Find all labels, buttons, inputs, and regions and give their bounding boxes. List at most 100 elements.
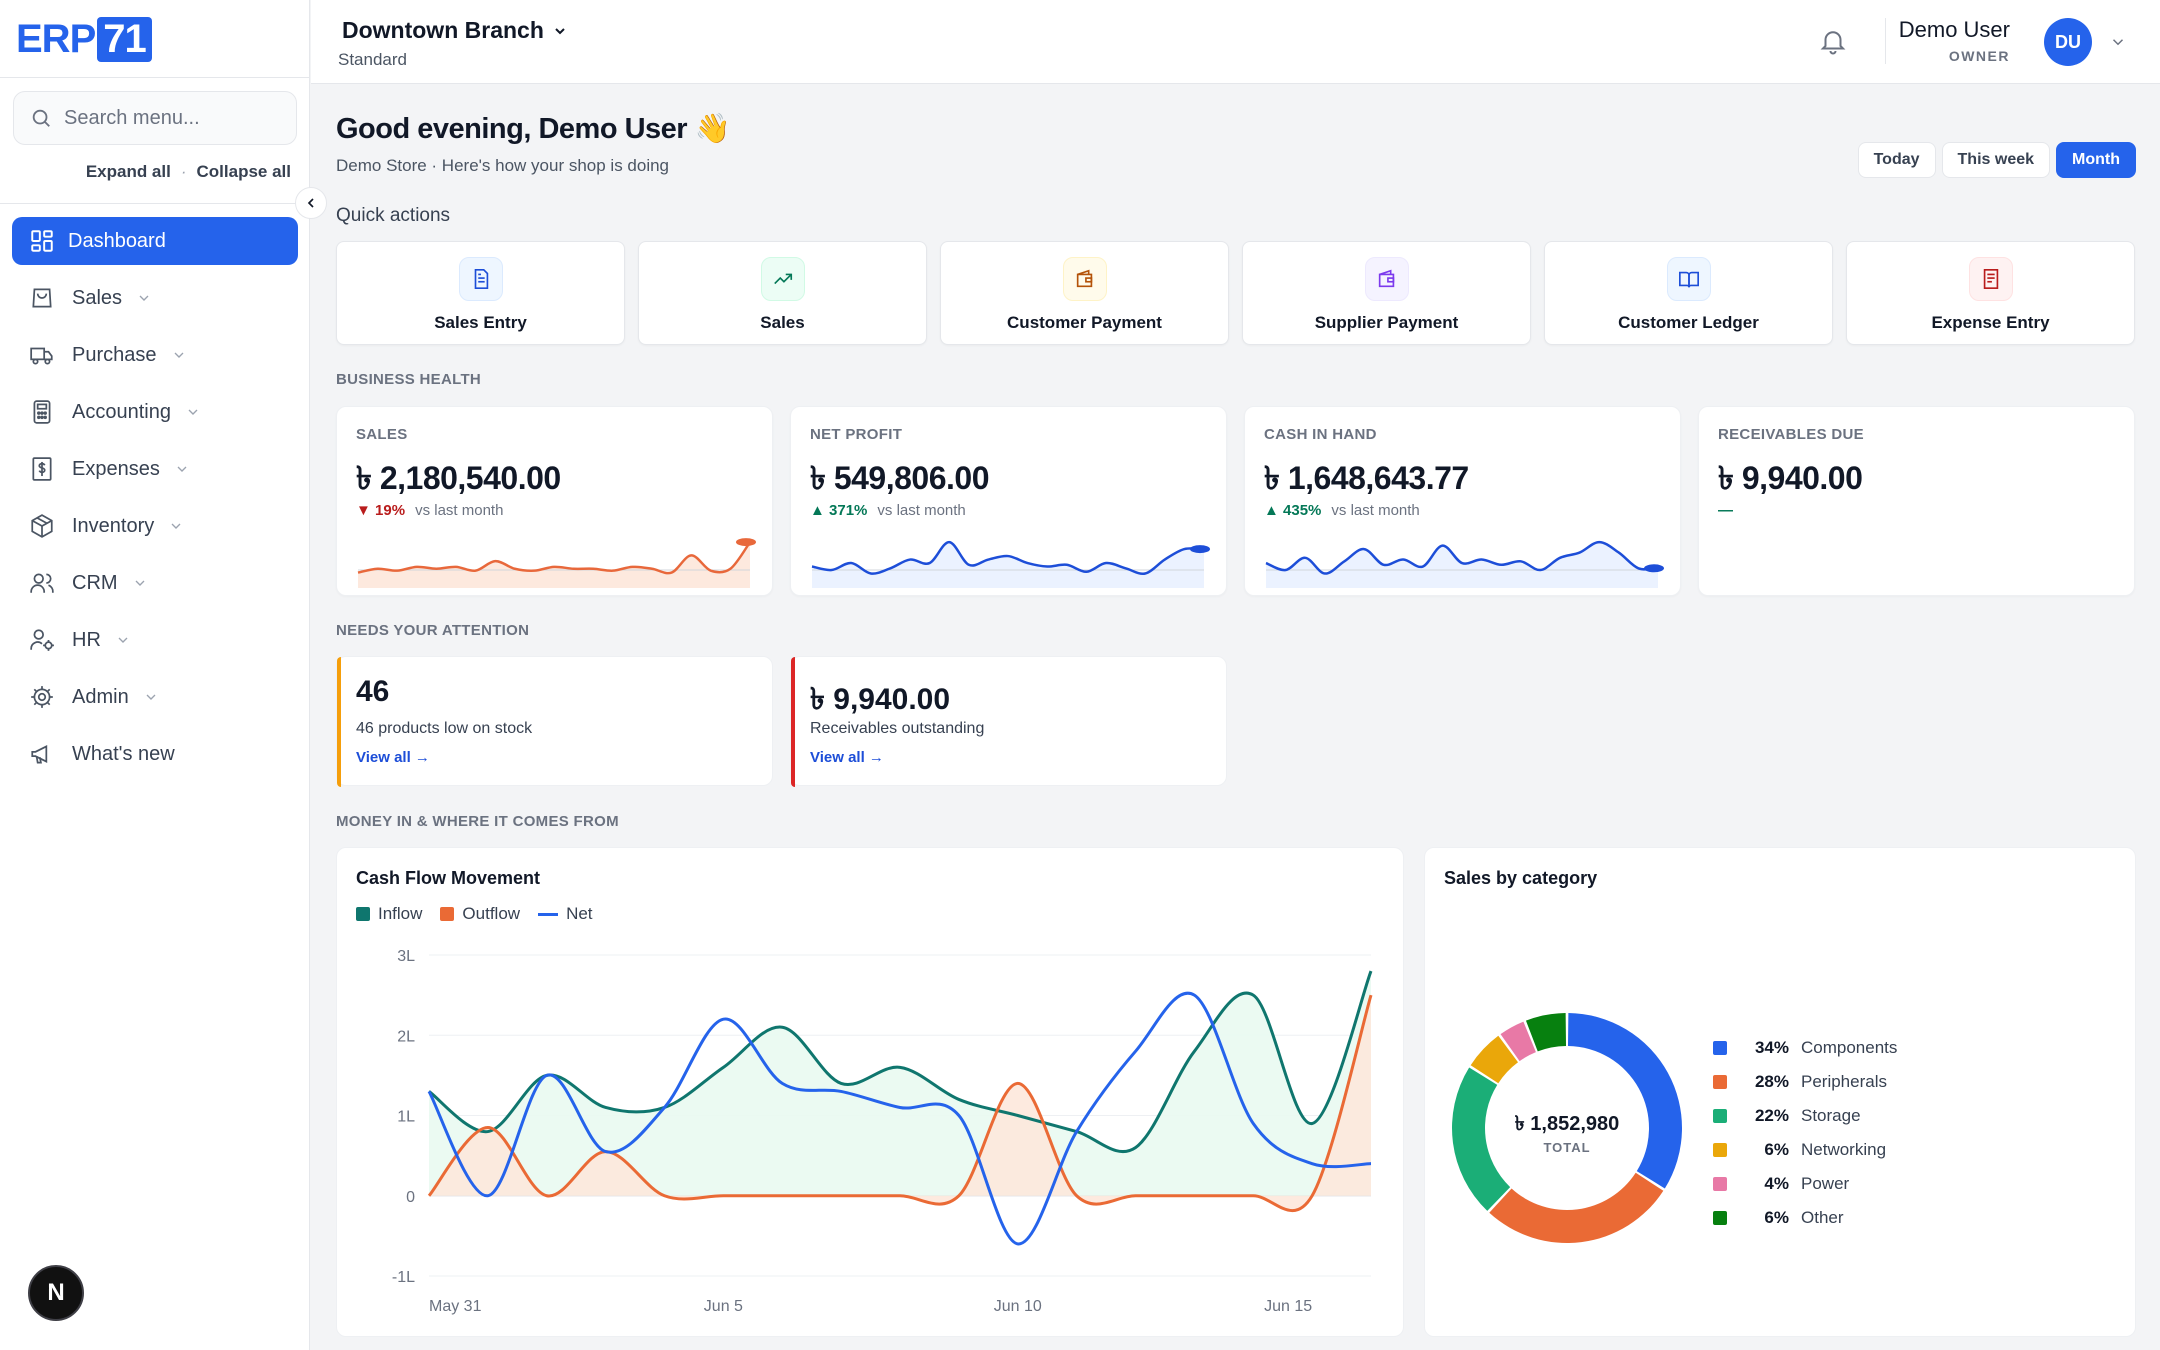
- category-legend-item[interactable]: 22% Storage: [1713, 1099, 1897, 1133]
- sidebar-item-hr[interactable]: HR: [12, 616, 298, 664]
- kpi-cards: SALES ৳ 2,180,540.00 ▼ 19% vs last month…: [336, 406, 2136, 596]
- legend-swatch: [1713, 1211, 1727, 1225]
- megaphone-icon: [28, 740, 56, 768]
- view-all-link[interactable]: View all →: [356, 749, 430, 766]
- kpi-card-receivables[interactable]: RECEIVABLES DUE ৳ 9,940.00 —: [1698, 406, 2135, 596]
- donut-slice-components: [1567, 1013, 1682, 1189]
- search-box[interactable]: [13, 91, 297, 145]
- range-today-button[interactable]: Today: [1857, 142, 1936, 178]
- category-legend-item[interactable]: 34% Components: [1713, 1031, 1897, 1065]
- sidebar-item-dashboard[interactable]: Dashboard: [12, 217, 298, 265]
- chevron-down-icon: [185, 404, 201, 420]
- sidebar-item-crm[interactable]: CRM: [12, 559, 298, 607]
- legend-item-net[interactable]: Net: [538, 904, 593, 924]
- kpi-delta-pct: ▲ 371%: [810, 502, 867, 519]
- dev-badge[interactable]: N: [28, 1265, 84, 1321]
- view-all-link[interactable]: View all →: [810, 749, 884, 766]
- category-legend-item[interactable]: 4% Power: [1713, 1167, 1897, 1201]
- app-logo[interactable]: ERP 71: [16, 16, 152, 62]
- notifications-button[interactable]: [1818, 26, 1848, 61]
- chart-legend: Inflow Outflow Net: [356, 904, 593, 924]
- quick-action-expense-entry[interactable]: Expense Entry: [1846, 241, 2135, 345]
- legend-item-outflow[interactable]: Outflow: [440, 904, 520, 924]
- page-subtitle: Demo Store · Here's how your shop is doi…: [336, 156, 670, 175]
- collapse-sidebar-button[interactable]: [295, 187, 327, 219]
- sparkline-line: [357, 541, 752, 575]
- kpi-delta: ▲ 435% vs last month: [1264, 502, 1420, 519]
- wallet-icon: [1062, 257, 1107, 301]
- legend-item-inflow[interactable]: Inflow: [356, 904, 422, 924]
- legend-label: Power: [1801, 1174, 1850, 1193]
- calculator-icon: [28, 398, 56, 426]
- wallet-icon: [1364, 257, 1409, 301]
- user-menu-chevron[interactable]: [2109, 33, 2127, 56]
- chevron-down-icon: [143, 689, 159, 705]
- sidebar-item-admin[interactable]: Admin: [12, 673, 298, 721]
- card-title: Cash Flow Movement: [356, 868, 541, 888]
- kpi-card-sales[interactable]: SALES ৳ 2,180,540.00 ▼ 19% vs last month: [336, 406, 773, 596]
- attention-card-low-stock[interactable]: 46 46 products low on stock View all →: [336, 656, 773, 787]
- legend-label: Outflow: [462, 904, 521, 923]
- legend-swatch: [1713, 1075, 1727, 1089]
- quick-action-customer-payment[interactable]: Customer Payment: [940, 241, 1229, 345]
- sparkline-area: [358, 542, 750, 588]
- sidebar-item-inventory[interactable]: Inventory: [12, 502, 298, 550]
- legend-swatch: [1713, 1177, 1727, 1191]
- kpi-card-cash-in-hand[interactable]: CASH IN HAND ৳ 1,648,643.77 ▲ 435% vs la…: [1244, 406, 1681, 596]
- collapse-all-button[interactable]: Collapse all: [196, 162, 291, 181]
- divider: [1885, 18, 1886, 64]
- search-icon: [32, 109, 50, 127]
- category-legend-item[interactable]: 6% Other: [1713, 1201, 1897, 1235]
- avatar[interactable]: DU: [2044, 18, 2092, 66]
- legend-label: Networking: [1801, 1140, 1887, 1159]
- sidebar-item-label: Dashboard: [68, 229, 166, 252]
- sidebar-item-label: Inventory: [72, 514, 155, 537]
- dashboard-icon: [28, 227, 56, 255]
- user-role: OWNER: [1948, 48, 2010, 64]
- sparkline-end-dot: [1644, 564, 1664, 573]
- dollar-receipt-icon: [28, 455, 56, 483]
- receipt-icon: [1968, 257, 2013, 301]
- donut-total-label: TOTAL: [1543, 1140, 1590, 1155]
- category-legend-item[interactable]: 28% Peripherals: [1713, 1065, 1897, 1099]
- donut-total-value: ৳ 1,852,980: [1515, 1113, 1620, 1135]
- kpi-card-net-profit[interactable]: NET PROFIT ৳ 549,806.00 ▲ 371% vs last m…: [790, 406, 1227, 596]
- category-legend-item[interactable]: 6% Networking: [1713, 1133, 1897, 1167]
- attention-value: ৳ 9,940.00: [810, 683, 951, 716]
- cash-sparkline: [1265, 540, 1664, 588]
- kpi-delta: ▲ 371% vs last month: [810, 502, 966, 519]
- triangle-down-icon: ▼: [356, 502, 371, 519]
- search-input[interactable]: [64, 106, 284, 130]
- users-icon: [28, 569, 56, 597]
- sidebar-item-expenses[interactable]: Expenses: [12, 445, 298, 493]
- range-month-button[interactable]: Month: [2056, 142, 2136, 178]
- user-info[interactable]: Demo User OWNER: [1899, 17, 2010, 64]
- branch-name: Downtown Branch: [342, 17, 568, 44]
- quick-action-sales[interactable]: Sales: [638, 241, 927, 345]
- chevron-down-icon: [555, 27, 565, 34]
- kpi-label: NET PROFIT: [810, 426, 903, 443]
- quick-action-label: Expense Entry: [1931, 313, 2050, 332]
- quick-action-sales-entry[interactable]: Sales Entry: [336, 241, 625, 345]
- kpi-label: SALES: [356, 426, 408, 443]
- quick-action-customer-ledger[interactable]: Customer Ledger: [1544, 241, 1833, 345]
- range-week-button[interactable]: This week: [1941, 142, 2051, 178]
- legend-pct: 28%: [1754, 1072, 1789, 1091]
- quick-action-supplier-payment[interactable]: Supplier Payment: [1242, 241, 1531, 345]
- sidebar-item-accounting[interactable]: Accounting: [12, 388, 298, 436]
- series-area-outflow: [429, 995, 1371, 1211]
- branch-selector[interactable]: Downtown Branch Standard: [338, 17, 568, 70]
- legend-label: Peripherals: [1801, 1072, 1887, 1091]
- triangle-up-icon: ▲: [1264, 502, 1279, 519]
- legend-label: Storage: [1801, 1106, 1861, 1125]
- attention-card-receivables[interactable]: ৳ 9,940.00 Receivables outstanding View …: [790, 656, 1227, 787]
- expand-all-button[interactable]: Expand all: [85, 162, 171, 181]
- series-area-inflow: [429, 971, 1371, 1196]
- sidebar-item-purchase[interactable]: Purchase: [12, 331, 298, 379]
- sidebar-item-whats-new[interactable]: What's new: [12, 730, 298, 778]
- sidebar-item-sales[interactable]: Sales: [12, 274, 298, 322]
- kpi-delta-vs: vs last month: [415, 502, 504, 519]
- y-tick-label: 3L: [397, 948, 415, 965]
- document-icon: [458, 257, 503, 301]
- sparkline-area: [812, 542, 1204, 588]
